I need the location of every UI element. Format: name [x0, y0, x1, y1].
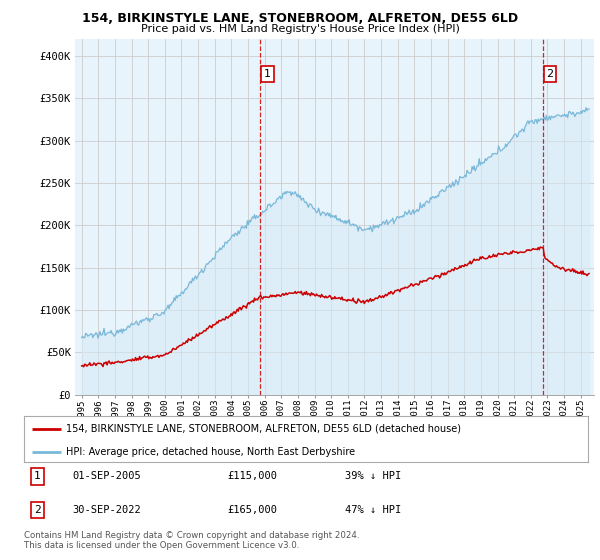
Text: 154, BIRKINSTYLE LANE, STONEBROOM, ALFRETON, DE55 6LD: 154, BIRKINSTYLE LANE, STONEBROOM, ALFRE… [82, 12, 518, 25]
Text: 2: 2 [547, 69, 554, 79]
Text: 01-SEP-2005: 01-SEP-2005 [72, 472, 140, 482]
Text: £115,000: £115,000 [227, 472, 277, 482]
Text: 1: 1 [34, 472, 41, 482]
Text: 2: 2 [34, 505, 41, 515]
Text: 47% ↓ HPI: 47% ↓ HPI [346, 505, 402, 515]
Text: £165,000: £165,000 [227, 505, 277, 515]
Text: Contains HM Land Registry data © Crown copyright and database right 2024.
This d: Contains HM Land Registry data © Crown c… [24, 531, 359, 550]
Text: 30-SEP-2022: 30-SEP-2022 [72, 505, 140, 515]
Text: 1: 1 [264, 69, 271, 79]
Text: 39% ↓ HPI: 39% ↓ HPI [346, 472, 402, 482]
Text: 154, BIRKINSTYLE LANE, STONEBROOM, ALFRETON, DE55 6LD (detached house): 154, BIRKINSTYLE LANE, STONEBROOM, ALFRE… [66, 424, 461, 434]
Text: Price paid vs. HM Land Registry's House Price Index (HPI): Price paid vs. HM Land Registry's House … [140, 24, 460, 34]
Text: HPI: Average price, detached house, North East Derbyshire: HPI: Average price, detached house, Nort… [66, 447, 355, 457]
